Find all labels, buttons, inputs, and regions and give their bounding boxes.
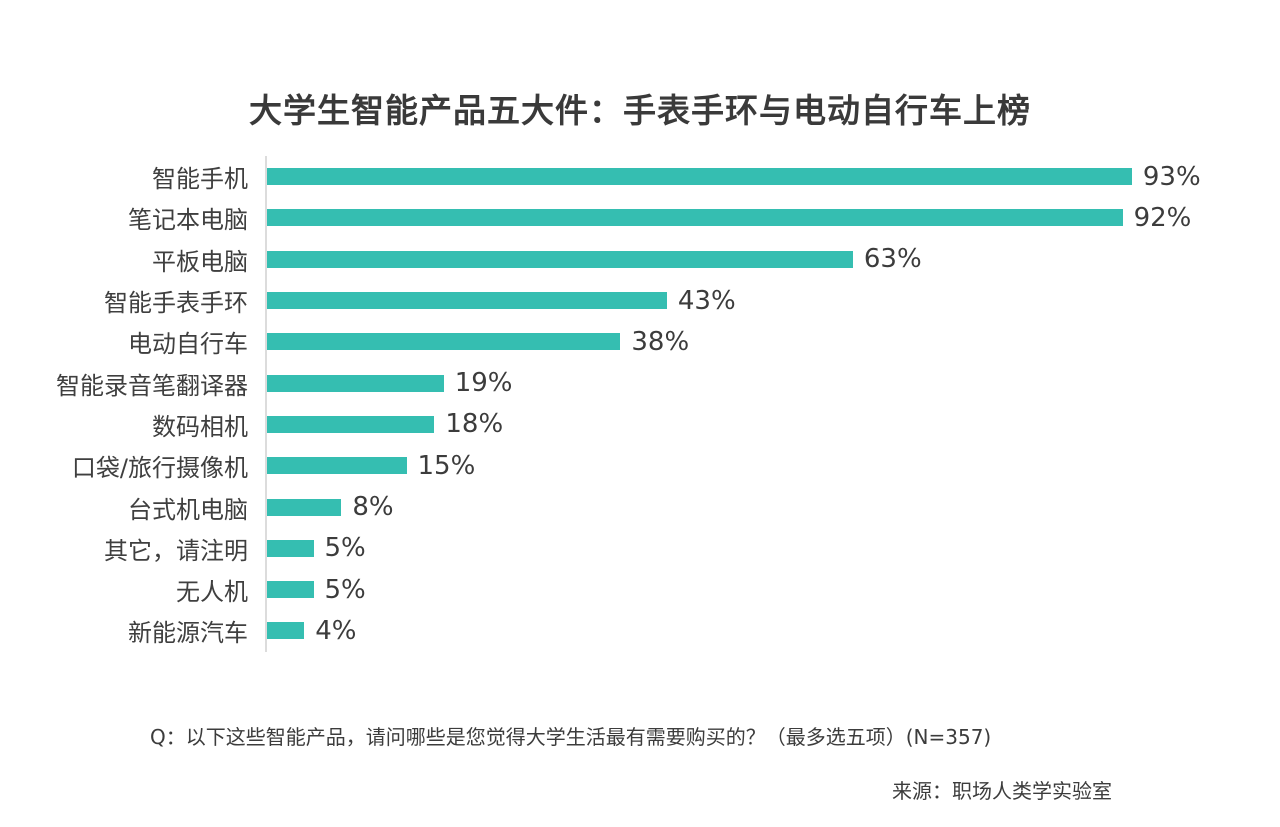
- bar: [267, 498, 342, 516]
- bar: [267, 622, 305, 640]
- chart-row: 智能手机 93%: [0, 156, 1280, 198]
- bar: [267, 415, 435, 433]
- chart-row: 台式机电脑 8%: [0, 486, 1280, 528]
- bar-zone: 63%: [265, 238, 1280, 280]
- value-label: 19%: [454, 368, 513, 399]
- category-label: 平板电脑: [152, 247, 248, 276]
- category-label: 其它，请注明: [104, 536, 248, 565]
- value-label: 5%: [324, 533, 366, 564]
- category-label: 笔记本电脑: [128, 206, 248, 235]
- bar-zone: 93%: [265, 156, 1280, 198]
- chart-row: 智能手表手环 43%: [0, 279, 1280, 322]
- bar-zone: 92%: [265, 197, 1280, 239]
- category-label: 台式机电脑: [128, 495, 248, 524]
- bar-zone: 19%: [265, 362, 1280, 404]
- value-label: 8%: [352, 492, 394, 523]
- survey-question: Q：以下这些智能产品，请问哪些是您觉得大学生活最有需要购买的？（最多选五项）(N…: [150, 725, 992, 749]
- value-label: 5%: [324, 574, 366, 605]
- bar: [267, 457, 407, 475]
- category-label: 智能手表手环: [104, 289, 248, 318]
- value-label: 15%: [417, 450, 476, 481]
- bar-zone: 8%: [265, 486, 1280, 528]
- chart-row: 平板电脑 63%: [0, 238, 1280, 280]
- chart-title: 大学生智能产品五大件：手表手环与电动自行车上榜: [249, 91, 1031, 130]
- bar-zone: 15%: [265, 445, 1280, 487]
- bar-zone: 5%: [265, 527, 1280, 569]
- bar: [267, 168, 1132, 186]
- value-label: 92%: [1133, 202, 1192, 233]
- horizontal-bar-chart: 智能手机 93% 笔记本电脑 92% 平板电脑 63% 智能手表手环 43% 电动自行车 38% 智…: [0, 156, 1280, 652]
- category-label: 口袋/旅行摄像机: [71, 454, 248, 483]
- bar: [267, 539, 314, 557]
- category-label: 数码相机: [152, 412, 248, 441]
- bar: [267, 581, 314, 599]
- category-label: 智能手机: [152, 165, 248, 194]
- chart-row: 新能源汽车 4%: [0, 610, 1280, 652]
- bar: [267, 333, 621, 351]
- chart-row: 口袋/旅行摄像机 15%: [0, 445, 1280, 487]
- category-label: 智能录音笔翻译器: [56, 371, 248, 400]
- value-label: 4%: [315, 615, 357, 646]
- chart-rows: 智能手机 93% 笔记本电脑 92% 平板电脑 63% 智能手表手环 43% 电动自行车 38% 智…: [0, 156, 1280, 652]
- value-label: 63%: [863, 244, 922, 275]
- chart-row: 笔记本电脑 92%: [0, 197, 1280, 239]
- bar: [267, 209, 1123, 227]
- chart-row: 智能录音笔翻译器 19%: [0, 362, 1280, 404]
- value-label: 18%: [445, 409, 504, 440]
- bar-zone: 43%: [265, 279, 1280, 322]
- bar: [267, 292, 667, 310]
- category-label: 新能源汽车: [128, 619, 248, 648]
- value-label: 93%: [1142, 161, 1201, 192]
- data-source: 来源：职场人类学实验室: [892, 779, 1112, 803]
- category-label: 电动自行车: [128, 330, 248, 359]
- bar: [267, 250, 853, 268]
- chart-row: 电动自行车 38%: [0, 321, 1280, 363]
- chart-row: 数码相机 18%: [0, 403, 1280, 446]
- chart-row: 无人机 5%: [0, 568, 1280, 611]
- bar-zone: 5%: [265, 568, 1280, 611]
- chart-row: 其它，请注明 5%: [0, 527, 1280, 569]
- bar-zone: 18%: [265, 403, 1280, 446]
- bar-zone: 38%: [265, 321, 1280, 363]
- bar-zone: 4%: [265, 610, 1280, 652]
- category-label: 无人机: [176, 578, 248, 607]
- bar: [267, 374, 444, 392]
- value-label: 38%: [631, 326, 690, 357]
- value-label: 43%: [677, 285, 736, 316]
